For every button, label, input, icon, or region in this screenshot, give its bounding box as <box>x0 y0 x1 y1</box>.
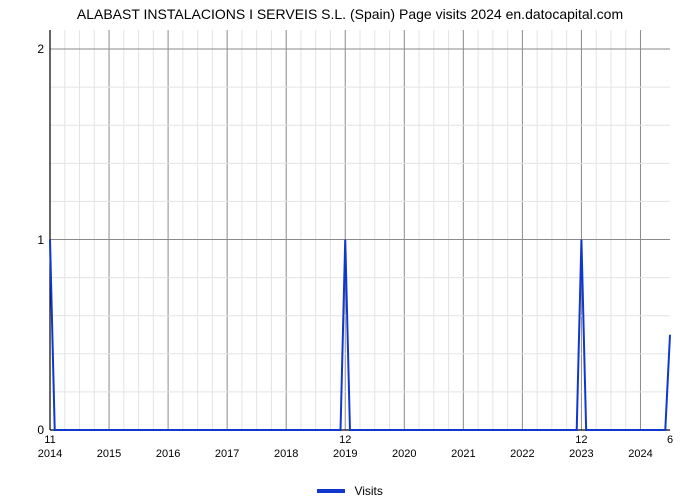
x-tick-label: 2024 <box>628 448 652 460</box>
x-tick-label: 2019 <box>333 448 357 460</box>
visits-chart: ALABAST INSTALACIONS I SERVEIS S.L. (Spa… <box>0 0 700 500</box>
x-tick-label: 2017 <box>215 448 239 460</box>
x-tick-label: 2015 <box>97 448 121 460</box>
chart-svg <box>50 30 670 430</box>
legend: Visits <box>0 483 700 498</box>
chart-title: ALABAST INSTALACIONS I SERVEIS S.L. (Spa… <box>0 6 700 22</box>
x-tick-label: 2018 <box>274 448 298 460</box>
data-point-label: 11 <box>44 434 55 446</box>
x-tick-label: 2021 <box>451 448 475 460</box>
plot-area <box>50 30 670 430</box>
x-tick-label: 2023 <box>569 448 593 460</box>
y-tick-label: 0 <box>4 423 44 437</box>
x-tick-label: 2020 <box>392 448 416 460</box>
x-tick-label: 2022 <box>510 448 534 460</box>
data-point-label: 6 <box>667 434 673 446</box>
y-tick-label: 1 <box>4 233 44 247</box>
data-point-label: 12 <box>339 434 351 446</box>
x-tick-label: 2014 <box>38 448 62 460</box>
legend-label: Visits <box>354 484 382 498</box>
y-tick-label: 2 <box>4 42 44 56</box>
legend-swatch <box>317 489 345 493</box>
x-tick-label: 2016 <box>156 448 180 460</box>
data-point-label: 12 <box>575 434 587 446</box>
